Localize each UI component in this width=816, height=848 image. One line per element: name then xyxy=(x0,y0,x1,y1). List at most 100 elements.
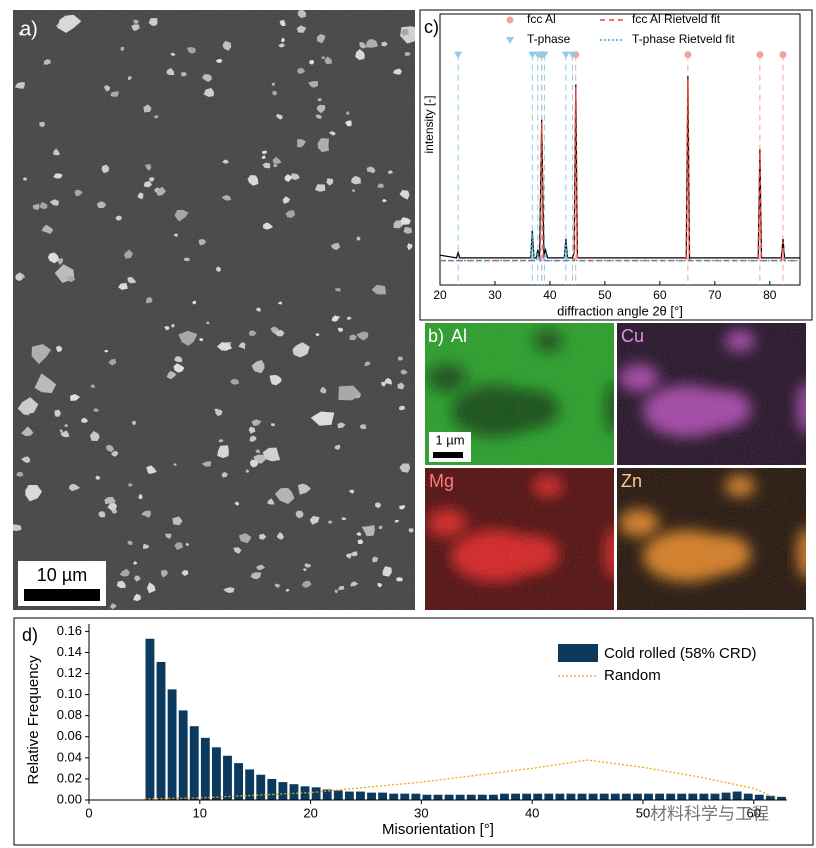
particle xyxy=(48,252,60,264)
particle xyxy=(74,189,83,197)
particle xyxy=(148,18,158,26)
particle xyxy=(261,150,267,154)
particle xyxy=(377,183,385,189)
watermark: 材料科学与工程 xyxy=(650,804,769,823)
y-tick-label: 0.12 xyxy=(57,665,82,680)
scale-bar-label: 10 µm xyxy=(37,565,87,585)
particle xyxy=(399,190,410,200)
map-noise xyxy=(617,468,806,610)
legend-label: T-phase xyxy=(527,32,571,46)
particle xyxy=(399,505,406,510)
particle xyxy=(331,315,339,322)
bar xyxy=(511,793,520,800)
particle xyxy=(314,184,326,192)
particle xyxy=(310,411,335,426)
particle xyxy=(366,39,379,48)
particle xyxy=(16,471,24,477)
particle xyxy=(49,199,60,206)
particle xyxy=(53,173,63,179)
particle xyxy=(249,435,257,442)
y-tick-label: 0.04 xyxy=(57,749,82,764)
particle xyxy=(356,532,362,536)
particle xyxy=(21,426,34,436)
particle xyxy=(285,589,290,592)
particle xyxy=(221,195,232,201)
particle xyxy=(160,569,169,578)
particle xyxy=(256,564,265,571)
particle xyxy=(381,381,386,387)
particle xyxy=(148,177,155,182)
particle xyxy=(110,91,119,97)
particle xyxy=(279,19,286,27)
particle xyxy=(317,98,322,102)
bar xyxy=(566,793,576,800)
particle xyxy=(156,186,166,196)
particle xyxy=(198,239,207,246)
bar xyxy=(754,794,764,800)
bar xyxy=(278,782,288,800)
particle xyxy=(247,175,259,186)
map-label: Zn xyxy=(621,471,642,491)
particle xyxy=(366,166,376,174)
particle xyxy=(351,175,361,185)
particle xyxy=(133,561,138,565)
bar xyxy=(500,793,509,800)
particle xyxy=(146,582,156,594)
eds-map xyxy=(425,323,614,465)
particle xyxy=(320,386,327,394)
particle xyxy=(41,224,54,234)
particle xyxy=(68,483,81,492)
particle xyxy=(127,540,133,546)
x-tick-label: 70 xyxy=(708,288,722,302)
bar xyxy=(588,793,598,800)
legend-swatch xyxy=(558,644,598,662)
particle xyxy=(141,510,151,518)
panel-border xyxy=(13,617,814,846)
particle xyxy=(57,258,64,266)
y-axis-label: intensity [-] xyxy=(422,95,436,153)
particle xyxy=(297,68,306,74)
particle xyxy=(404,52,411,57)
particle xyxy=(271,82,275,86)
panel-label: d) xyxy=(22,625,38,645)
particle xyxy=(128,483,133,487)
particle xyxy=(269,374,281,386)
particle xyxy=(285,210,296,218)
x-tick-label: 60 xyxy=(747,805,761,820)
particle xyxy=(174,210,189,222)
particle xyxy=(278,43,285,48)
bar xyxy=(245,769,255,800)
legend-marker xyxy=(506,37,514,44)
particle xyxy=(249,459,259,468)
particle xyxy=(230,378,240,385)
y-tick-label: 0.16 xyxy=(57,623,82,638)
particle xyxy=(403,226,413,234)
particle xyxy=(34,373,57,394)
particle xyxy=(274,488,295,504)
particle xyxy=(13,524,22,531)
particle xyxy=(170,323,175,328)
particle xyxy=(104,496,116,504)
x-tick-label: 80 xyxy=(763,288,777,302)
particle xyxy=(273,163,278,168)
particle xyxy=(131,24,140,31)
bar xyxy=(577,793,587,800)
particle xyxy=(153,115,159,119)
particle xyxy=(98,511,106,518)
particle xyxy=(186,47,196,54)
particle xyxy=(111,450,119,457)
legend-label: fcc Al xyxy=(527,12,556,26)
particle xyxy=(262,162,271,169)
particle xyxy=(202,74,212,82)
particle xyxy=(298,483,311,495)
particle xyxy=(143,104,152,113)
bar xyxy=(466,794,476,800)
map-label: Mg xyxy=(429,471,454,491)
particle xyxy=(330,242,341,251)
particle xyxy=(378,525,383,530)
particle xyxy=(262,222,273,230)
particle xyxy=(218,439,224,443)
bar xyxy=(333,790,343,800)
x-tick-label: 40 xyxy=(543,288,557,302)
particle xyxy=(364,361,371,367)
